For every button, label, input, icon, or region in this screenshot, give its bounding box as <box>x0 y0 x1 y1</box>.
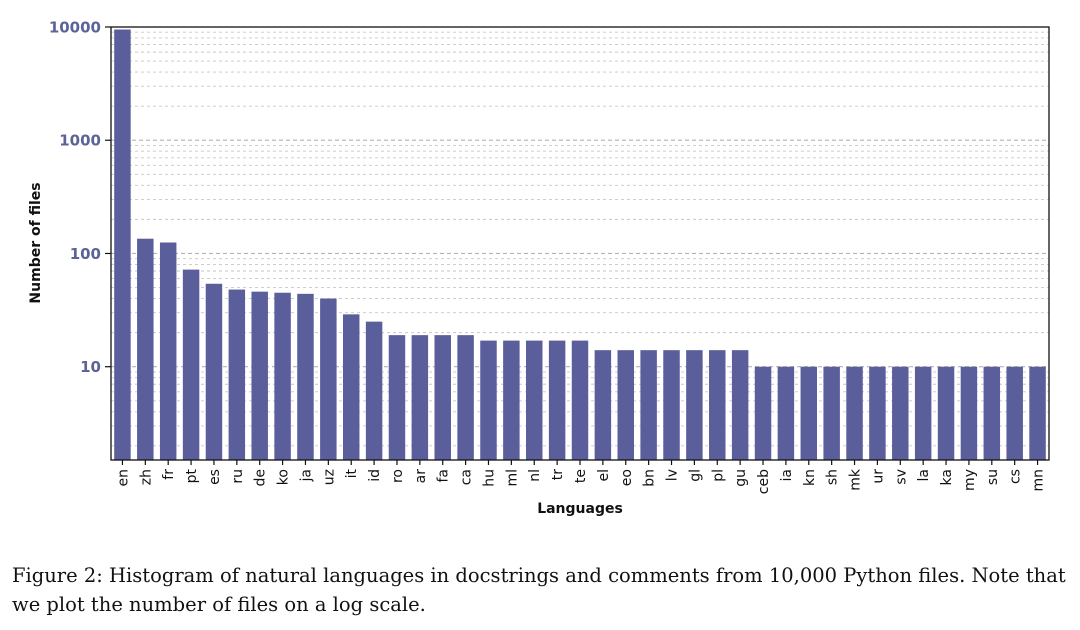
x-tick-label: sv <box>893 469 909 485</box>
histogram-chart: 10 100 1000 10000 en zh fr pt es ru de ko ja uz it id r… <box>28 19 1050 517</box>
x-tick-label: pl <box>710 469 726 482</box>
x-tick-label: kn <box>802 469 818 486</box>
bar-fr <box>159 242 177 460</box>
bar-zh <box>137 238 154 460</box>
bar-it <box>342 314 360 460</box>
bar-ar <box>411 335 429 460</box>
x-tick-label: it <box>344 469 360 479</box>
bar-my <box>960 366 978 460</box>
x-tick-label: su <box>985 469 1001 485</box>
bar-sv <box>892 366 909 460</box>
x-tick-label: bn <box>642 469 658 487</box>
x-tick-label: fa <box>436 469 452 483</box>
x-tick-label: ml <box>504 469 520 487</box>
y-tick-label: 1000 <box>59 132 101 150</box>
x-tick-label: zh <box>138 469 154 485</box>
bar-sh <box>823 366 840 460</box>
x-tick-label: es <box>207 469 223 485</box>
x-tick-label: hu <box>481 469 497 487</box>
x-tick-label: fr <box>161 469 177 480</box>
bar-en <box>114 29 131 461</box>
y-axis-label: Number of files <box>28 182 44 303</box>
x-tick-label: ka <box>939 469 955 485</box>
x-tick-label: de <box>253 469 269 487</box>
x-tick-label: lv <box>665 469 681 481</box>
bar-ja <box>297 293 314 460</box>
bar-kn <box>800 366 818 460</box>
bar-ia <box>777 366 795 460</box>
bar-mk <box>846 366 863 460</box>
bar-nl <box>526 340 543 460</box>
x-tick-label: ia <box>779 469 795 481</box>
x-tick-label: nl <box>527 469 543 482</box>
x-tick-label: ur <box>870 469 886 484</box>
bar-ml <box>503 340 520 460</box>
bar-ro <box>388 335 406 460</box>
y-tick-label: 100 <box>70 245 101 263</box>
y-tick-label: 10 <box>80 358 101 376</box>
bar-eo <box>617 350 634 460</box>
x-tick-label: uz <box>321 469 337 485</box>
bar-ru <box>228 289 246 460</box>
bar-es <box>205 283 223 460</box>
bar-id <box>365 321 383 460</box>
x-tick-label: ko <box>276 469 292 485</box>
x-tick-label: ro <box>390 469 406 483</box>
bar-gu <box>731 350 749 460</box>
x-tick-label: el <box>596 469 612 482</box>
x-tick-label: mk <box>848 468 864 491</box>
y-tick-label: 10000 <box>49 19 101 37</box>
x-tick-label: gu <box>733 469 749 487</box>
x-tick-label: id <box>367 469 383 482</box>
x-tick-label: la <box>916 469 932 481</box>
bar-ko <box>274 292 291 460</box>
x-tick-label: sh <box>825 469 841 485</box>
bar-bn <box>640 350 657 460</box>
bar-ka <box>937 366 955 460</box>
y-axis-ticks: 10 100 1000 10000 <box>49 19 111 376</box>
bar-ur <box>869 366 886 460</box>
bar-de <box>251 291 268 460</box>
x-tick-label: te <box>573 469 589 483</box>
x-tick-label: cs <box>1008 469 1024 484</box>
bar-pt <box>182 269 200 460</box>
bar-fa <box>434 335 451 460</box>
x-tick-label: ca <box>459 469 475 485</box>
bar-el <box>594 350 612 460</box>
bar-tr <box>548 340 566 460</box>
x-tick-label: ru <box>230 469 246 484</box>
bar-gl <box>686 350 703 460</box>
bar-uz <box>320 298 337 460</box>
figure-caption: Figure 2: Histogram of natural languages… <box>12 564 1066 616</box>
x-axis-label: Languages <box>537 501 623 517</box>
x-tick-label: eo <box>619 469 635 486</box>
x-tick-label: ar <box>413 469 429 484</box>
x-tick-label: tr <box>550 469 566 480</box>
x-tick-label: mn <box>1031 469 1047 492</box>
bar-hu <box>480 340 497 460</box>
bar-pl <box>709 350 726 460</box>
x-tick-label: gl <box>687 469 703 482</box>
bar-te <box>571 340 589 460</box>
bar-su <box>983 366 1001 460</box>
x-tick-label: pt <box>184 469 200 484</box>
x-axis-ticks: en zh fr pt es ru de ko ja uz it id ro ar fa ca hu ml nl tr… <box>115 460 1047 494</box>
bar-lv <box>663 350 680 460</box>
bar-mn <box>1029 366 1046 460</box>
bar-la <box>914 366 932 460</box>
bar-ceb <box>754 366 772 460</box>
x-tick-label: en <box>115 469 131 487</box>
bar-ca <box>457 335 474 460</box>
x-tick-label: ceb <box>756 469 772 494</box>
x-tick-label: my <box>962 469 978 491</box>
x-tick-label: ja <box>298 469 314 482</box>
bars <box>114 29 1046 461</box>
bar-cs <box>1006 366 1023 460</box>
